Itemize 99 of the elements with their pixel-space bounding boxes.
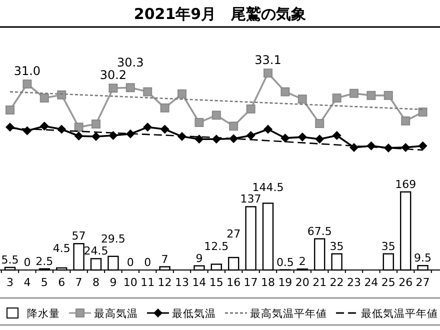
x-tick-label: 13	[175, 276, 189, 289]
point	[280, 134, 290, 143]
x-tick-label: 25	[381, 276, 396, 289]
x-tick-label: 3	[6, 276, 14, 289]
data-label: 30.3	[117, 56, 144, 70]
data-label: 29.5	[100, 232, 126, 246]
point	[126, 83, 135, 92]
point	[40, 94, 49, 103]
x-tick-label: 10	[123, 276, 138, 289]
x-tick-label: 24	[364, 276, 378, 289]
data-label: 27	[226, 228, 241, 241]
data-label: 30.2	[100, 68, 127, 82]
x-tick-label: 23	[347, 276, 361, 289]
data-label: 0.5	[276, 256, 294, 269]
point	[315, 134, 324, 144]
x-tick-label: 22	[330, 276, 344, 289]
point	[143, 87, 152, 96]
data-label: 9.5	[414, 252, 432, 265]
data-label: 4.5	[52, 242, 70, 255]
point	[298, 94, 307, 104]
point	[366, 90, 376, 100]
point	[315, 119, 324, 128]
x-tick-label: 12	[158, 276, 172, 289]
data-label: 0	[144, 256, 152, 269]
point	[6, 106, 14, 114]
point	[212, 110, 221, 120]
data-label: 67.5	[307, 224, 332, 238]
point	[92, 132, 100, 142]
point	[40, 122, 49, 131]
point	[178, 89, 186, 98]
x-tick-label: 4	[24, 276, 31, 289]
point	[332, 94, 342, 103]
data-label: 9	[196, 252, 203, 265]
point	[350, 88, 358, 98]
legend: 降水量	[6, 308, 60, 320]
point	[108, 130, 118, 140]
point	[418, 108, 428, 117]
legend-label: 最高気温	[94, 307, 138, 320]
point	[92, 120, 100, 129]
x-tick-label: 21	[312, 276, 327, 289]
point	[401, 116, 410, 126]
legend-label: 最高気温平年値	[250, 307, 327, 320]
data-label: 31.0	[14, 64, 41, 78]
data-label: 24.5	[84, 244, 108, 258]
x-tick-label: 16	[226, 276, 241, 289]
point	[298, 132, 307, 142]
x-tick-label: 6	[58, 276, 66, 289]
point	[74, 132, 84, 140]
point	[143, 122, 152, 132]
legend-label: 降水量	[27, 307, 60, 320]
point	[401, 142, 410, 152]
data-label: 144.5	[252, 181, 284, 194]
x-tick-label: 18	[261, 276, 275, 289]
point	[418, 141, 428, 150]
point	[384, 90, 393, 100]
data-label: 12.5	[204, 240, 229, 254]
data-label: 35	[330, 240, 344, 253]
x-tick-label: 26	[398, 276, 413, 289]
x-tick-label: 15	[209, 276, 224, 289]
point	[264, 68, 272, 78]
data-label: 169	[395, 178, 416, 191]
point	[22, 80, 32, 88]
x-tick-label: 27	[416, 276, 430, 289]
legend-label: 最低気温	[172, 308, 216, 320]
point	[194, 134, 204, 144]
data-label: 0	[24, 256, 31, 269]
x-tick-label: 11	[140, 276, 155, 289]
data-label: 2	[298, 255, 306, 268]
x-tick-label: 17	[244, 276, 258, 289]
chart-title: 2021年9月 尾鷲の気象	[134, 5, 306, 23]
point	[74, 122, 84, 132]
data-label: 137	[240, 192, 262, 206]
point	[229, 122, 238, 131]
point	[246, 130, 256, 140]
point	[264, 124, 272, 134]
legend-label: 最低気温平年値	[361, 308, 438, 320]
point	[194, 118, 204, 127]
data-label: 5.5	[1, 253, 19, 266]
x-tick-label: 7	[75, 276, 82, 289]
x-tick-label: 19	[278, 276, 292, 289]
point	[160, 124, 170, 134]
point	[246, 104, 256, 114]
data-label: 57	[72, 230, 86, 243]
data-label: 7	[161, 252, 168, 266]
data-label: 35	[381, 240, 396, 253]
x-tick-label: 8	[92, 276, 100, 289]
x-tick-label: 20	[295, 276, 310, 289]
data-label: 0	[126, 256, 134, 269]
point	[108, 84, 118, 93]
point	[332, 130, 342, 140]
point	[350, 142, 358, 152]
data-label: 2.5	[36, 254, 54, 268]
x-tick-label: 9	[110, 276, 117, 289]
point	[280, 87, 290, 96]
point	[160, 103, 170, 112]
data-label: 33.1	[254, 53, 282, 68]
x-tick-label: 14	[192, 276, 206, 289]
x-tick-label: 5	[40, 276, 48, 289]
point	[57, 90, 66, 100]
